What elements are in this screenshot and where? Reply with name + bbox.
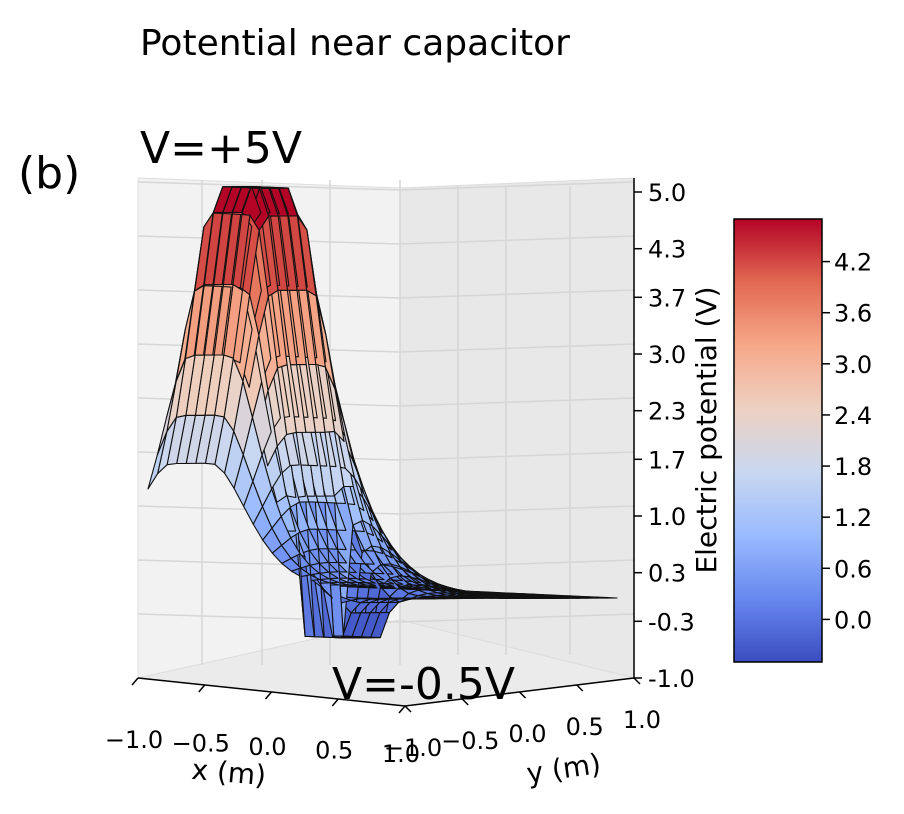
x-tick-label: 1.0 bbox=[382, 740, 420, 768]
colorbar-tick-label: 0.6 bbox=[834, 555, 872, 583]
z-axis-label: Electric potential (V) bbox=[690, 286, 723, 573]
y-tick-label: −0.5 bbox=[441, 727, 499, 755]
z-tick-label: 5.0 bbox=[648, 179, 686, 207]
colorbar-tick-label: 1.2 bbox=[834, 504, 872, 532]
y-tick-label: 0.5 bbox=[566, 713, 604, 741]
top-plate-annotation: V=+5V bbox=[140, 123, 302, 174]
y-tick-mark bbox=[461, 698, 469, 706]
x-tick-mark bbox=[331, 698, 339, 707]
right-back-pane bbox=[399, 177, 635, 679]
colorbar-tick-label: 4.2 bbox=[834, 249, 872, 277]
x-tick-label: −1.0 bbox=[105, 726, 163, 754]
z-tick-label: 1.0 bbox=[648, 503, 686, 531]
colorbar-tick-label: 0.0 bbox=[834, 606, 872, 634]
z-ticks: 5.0 4.3 3.7 3.0 2.3 1.7 1.0 0.3 -0.3 -1.0 bbox=[634, 179, 695, 693]
grid-line-z bbox=[399, 235, 635, 245]
y-tick-label: −1.0 bbox=[384, 734, 442, 762]
grid-line-z bbox=[399, 289, 635, 299]
y-tick-mark bbox=[518, 691, 527, 699]
grid-line-z bbox=[399, 181, 635, 191]
grid-line-z bbox=[399, 505, 635, 515]
x-tick-label: −0.5 bbox=[172, 730, 230, 758]
colorbar-tick-label: 3.0 bbox=[834, 351, 872, 379]
colorbar-tick-label: 3.6 bbox=[834, 300, 872, 328]
z-tick-label: 2.3 bbox=[648, 398, 686, 426]
panel-label: (b) bbox=[18, 148, 80, 199]
x-ticks: −1.0 −0.5 0.0 0.5 1.0 bbox=[105, 677, 420, 768]
x-tick-mark bbox=[131, 677, 139, 686]
chart-title: Potential near capacitor bbox=[140, 23, 570, 64]
x-axis-label: x (m) bbox=[190, 753, 267, 792]
grid-line-z bbox=[399, 397, 635, 407]
grid-line-z bbox=[399, 559, 635, 569]
z-tick-label: -1.0 bbox=[648, 665, 695, 693]
y-tick-label: 0.0 bbox=[508, 720, 546, 748]
grid-line-z bbox=[399, 451, 635, 461]
grid-line-z bbox=[137, 181, 401, 191]
y-axis-label: y (m) bbox=[524, 747, 602, 790]
x-tick-mark bbox=[398, 705, 406, 714]
x-tick-label: 0.5 bbox=[315, 737, 353, 765]
z-tick-label: 3.0 bbox=[648, 341, 686, 369]
x-tick-label: 0.0 bbox=[248, 733, 286, 761]
y-tick-label: 1.0 bbox=[623, 706, 661, 734]
colorbar-ticks: 4.2 3.6 3.0 2.4 1.8 1.2 0.6 0.0 bbox=[822, 249, 872, 634]
colorbar bbox=[733, 218, 823, 663]
z-tick-label: 1.7 bbox=[648, 446, 686, 474]
z-tick-label: 0.3 bbox=[648, 560, 686, 588]
y-ticks: −1.0−0.5 0.0 0.5 1.0 bbox=[384, 677, 661, 762]
x-tick-mark bbox=[198, 684, 206, 693]
grid-line-z bbox=[399, 343, 635, 353]
z-tick-label: 3.7 bbox=[648, 284, 686, 312]
colorbar-tick-label: 1.8 bbox=[834, 453, 872, 481]
grid-line-z bbox=[399, 613, 635, 623]
surface-patch bbox=[147, 431, 168, 490]
y-tick-mark bbox=[633, 677, 641, 685]
potential-surface bbox=[147, 185, 618, 639]
bottom-plate-annotation: V=-0.5V bbox=[332, 659, 515, 710]
x-tick-mark bbox=[264, 691, 273, 700]
colorbar-tick-label: 2.4 bbox=[834, 402, 872, 430]
y-tick-mark bbox=[576, 684, 584, 692]
z-tick-label: 4.3 bbox=[648, 236, 686, 264]
y-tick-mark bbox=[404, 705, 412, 713]
z-tick-label: -0.3 bbox=[648, 608, 695, 636]
